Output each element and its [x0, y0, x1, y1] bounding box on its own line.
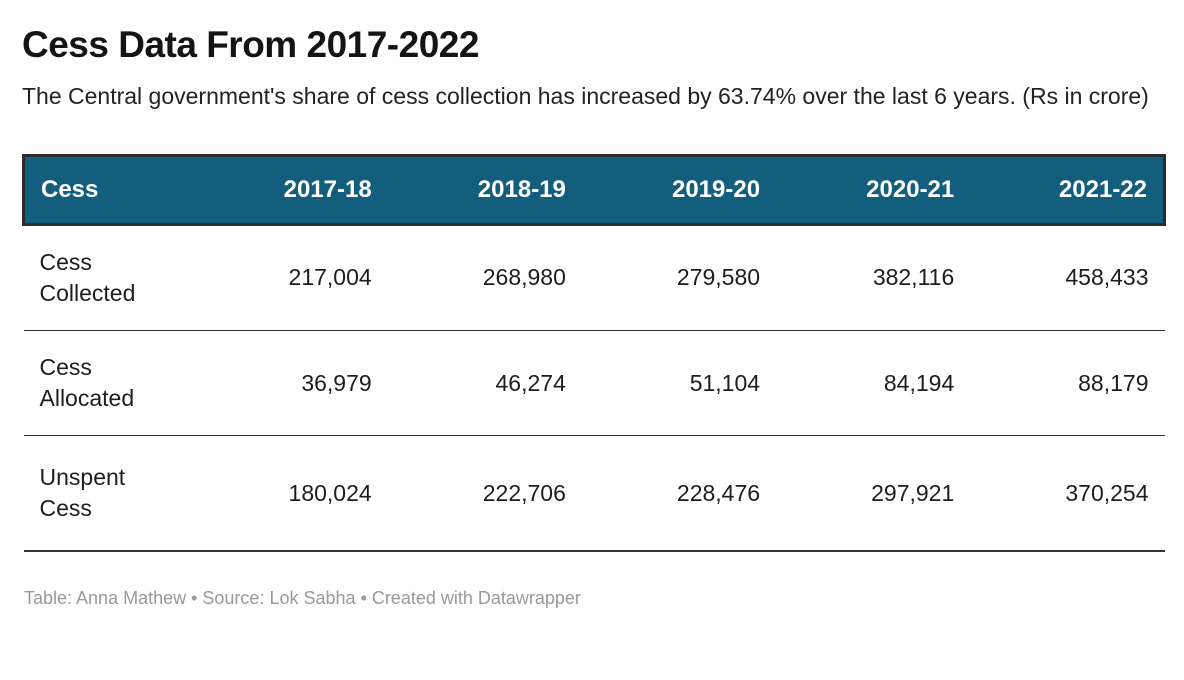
table-header-row: Cess 2017-18 2018-19 2019-20 2020-21 2021-22: [22, 153, 1167, 226]
row-label-cell: Cess Allocated: [23, 330, 194, 437]
value-cell: 46,274: [387, 330, 582, 437]
value-cell: 217,004: [193, 224, 388, 332]
value-cell: 84,194: [776, 330, 971, 437]
value-cell: 88,179: [970, 330, 1165, 437]
cess-data-table: Cess 2017-18 2018-19 2019-20 2020-21 2021-22 …: [22, 153, 1167, 553]
column-header-2021-22: 2021-22: [970, 153, 1167, 226]
value-cell: 279,580: [581, 224, 777, 332]
value-cell: 36,979: [193, 330, 388, 437]
value-cell: 228,476: [581, 435, 777, 553]
row-label-cell: Cess Collected: [23, 224, 194, 332]
column-header-2018-19: 2018-19: [387, 153, 582, 226]
table-body: Cess Collected 217,004 268,980 279,580 382,1…: [23, 224, 1165, 553]
table-row: Unspent Cess 180,024 222,706 228,476 297,921…: [23, 435, 1165, 553]
column-header-2020-21: 2020-21: [776, 153, 971, 226]
value-cell: 180,024: [193, 435, 388, 553]
value-cell: 370,254: [970, 435, 1165, 553]
table-header: Cess 2017-18 2018-19 2019-20 2020-21 2021-22: [22, 153, 1167, 226]
value-cell: 222,706: [387, 435, 582, 553]
attribution-footer: Table: Anna Mathew • Source: Lok Sabha •…: [24, 588, 581, 609]
value-cell: 297,921: [776, 435, 971, 553]
page: Cess Data From 2017-2022 The Central gov…: [22, 24, 1167, 609]
table-row: Cess Collected 217,004 268,980 279,580 382,1…: [23, 224, 1165, 332]
value-cell: 382,116: [776, 224, 971, 332]
column-header-2019-20: 2019-20: [581, 153, 777, 226]
column-header-2017-18: 2017-18: [193, 153, 388, 226]
value-cell: 458,433: [970, 224, 1165, 332]
value-cell: 51,104: [581, 330, 777, 437]
page-subtitle: The Central government's share of cess c…: [22, 82, 1149, 109]
value-cell: 268,980: [387, 224, 582, 332]
row-label-cell: Unspent Cess: [23, 435, 194, 553]
page-title: Cess Data From 2017-2022: [22, 24, 479, 65]
table-row: Cess Allocated 36,979 46,274 51,104 84,194 88…: [23, 330, 1165, 437]
column-header-cess: Cess: [22, 153, 194, 226]
